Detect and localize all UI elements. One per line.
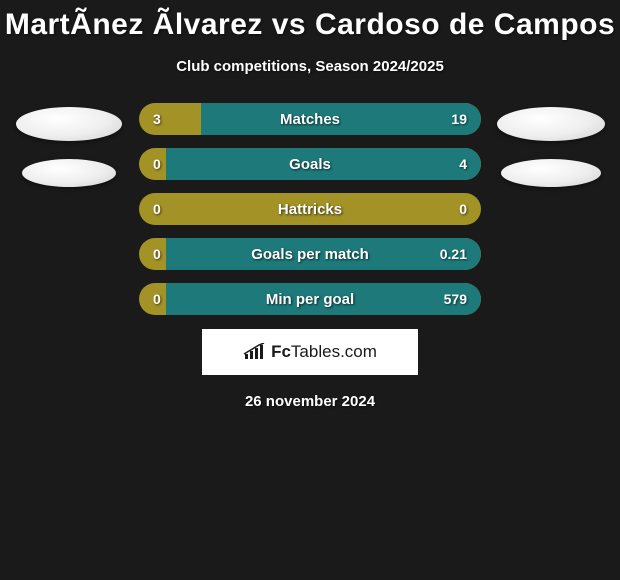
comparison-area: 3 19 Matches 0 4 Goals 0 0 Hattricks 0 0.21 Goals p… [0, 103, 620, 315]
comparison-bars: 3 19 Matches 0 4 Goals 0 0 Hattricks 0 0.21 Goals p… [139, 103, 481, 315]
bar-value-left: 3 [153, 111, 161, 127]
brand-prefix: Fc [271, 342, 291, 362]
date-text: 26 november 2024 [0, 393, 620, 410]
avatar-column-right [495, 103, 607, 187]
bar-value-left: 0 [153, 291, 161, 307]
comparison-bar-row: 0 0.21 Goals per match [139, 238, 481, 270]
comparison-bar-row: 0 579 Min per goal [139, 283, 481, 315]
bar-label: Hattricks [278, 201, 342, 218]
player-avatar-left [16, 107, 122, 141]
comparison-bar-row: 0 0 Hattricks [139, 193, 481, 225]
bar-chart-icon [243, 343, 265, 361]
subtitle: Club competitions, Season 2024/2025 [0, 58, 620, 75]
bar-fill-right [201, 103, 481, 135]
bar-value-left: 0 [153, 156, 161, 172]
player-avatar-left [22, 159, 116, 187]
comparison-bar-row: 0 4 Goals [139, 148, 481, 180]
bar-value-left: 0 [153, 201, 161, 217]
page-title: MartÃ­nez Ãlvarez vs Cardoso de Campos [0, 8, 620, 42]
bar-value-right: 0 [459, 201, 467, 217]
comparison-infographic: MartÃ­nez Ãlvarez vs Cardoso de Campos C… [0, 0, 620, 410]
bar-label: Min per goal [266, 291, 354, 308]
bar-value-left: 0 [153, 246, 161, 262]
brand-text: FcTables.com [271, 342, 377, 362]
player-avatar-right [497, 107, 605, 141]
bar-label: Matches [280, 111, 340, 128]
bar-value-right: 19 [451, 111, 467, 127]
comparison-bar-row: 3 19 Matches [139, 103, 481, 135]
bar-value-right: 0.21 [440, 246, 467, 262]
bar-label: Goals [289, 156, 331, 173]
bar-label: Goals per match [251, 246, 369, 263]
brand-suffix: Tables.com [291, 342, 377, 362]
avatar-column-left [13, 103, 125, 187]
bar-value-right: 4 [459, 156, 467, 172]
brand-badge: FcTables.com [202, 329, 418, 375]
bar-value-right: 579 [444, 291, 467, 307]
player-avatar-right [501, 159, 601, 187]
